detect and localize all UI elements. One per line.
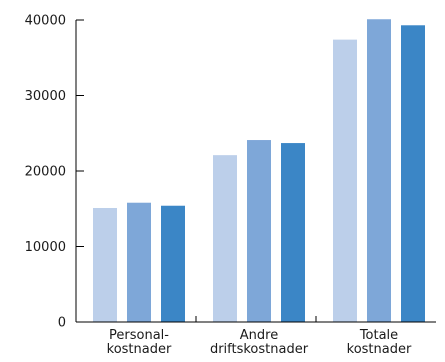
y-tick-label-3: 30000 [25, 89, 66, 104]
y-tick-label-4: 40000 [25, 14, 66, 29]
axes [75, 20, 436, 323]
bar-cat0-series2 [161, 205, 185, 322]
bar-cat0-series0 [93, 207, 117, 322]
gridlines [76, 19, 84, 247]
bars [93, 19, 425, 323]
y-tick-label-2: 20000 [25, 165, 66, 180]
x-category-label-1: Andre driftskostnader [210, 328, 309, 357]
bar-cat2-series0 [333, 39, 357, 322]
x-category-labels: Personal-kostnader Andre driftskostnader To… [107, 328, 412, 357]
bar-cat0-series1 [127, 202, 151, 322]
bar-cat1-series2 [281, 143, 305, 322]
y-tick-label-0: 0 [58, 316, 66, 331]
bar-cat2-series1 [367, 19, 391, 323]
y-tick-label-1: 10000 [25, 240, 66, 255]
x-category-label-0: Personal-kostnader [107, 328, 172, 357]
y-tick-labels: 0 10000 20000 30000 40000 [25, 14, 66, 331]
x-category-label-2: Totale kostnader [347, 328, 412, 357]
bar-cat1-series1 [247, 140, 271, 322]
bar-cat2-series2 [401, 25, 425, 322]
bar-cat1-series0 [213, 155, 237, 322]
